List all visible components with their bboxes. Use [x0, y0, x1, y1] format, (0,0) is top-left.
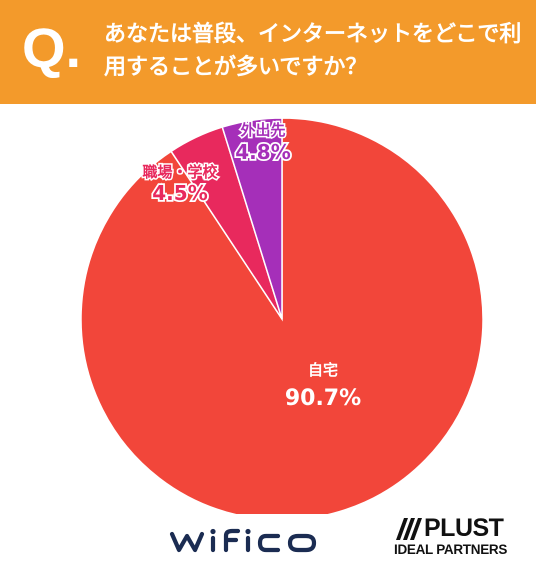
slice-label-2: 職場・学校 — [142, 163, 218, 181]
slice-label-3: 外出先 — [239, 121, 285, 139]
question-header: Q. あなたは普段、インターネットをどこで利用することが多いですか？ — [0, 0, 536, 104]
slice-value-1: 90.7% — [285, 386, 361, 411]
q-mark: Q. — [22, 16, 82, 79]
slice-label-1: 自宅 — [308, 361, 338, 379]
pie-slice-3 — [221, 117, 283, 320]
plust-subtitle: IDEAL PARTNERS — [394, 542, 508, 557]
plust-mark-icon — [396, 518, 422, 540]
slice-value-3: 4.8% — [235, 140, 290, 164]
slice-value-2: 4.5% — [152, 181, 207, 205]
plust-name: PLUST — [424, 514, 504, 542]
question-text: あなたは普段、インターネットをどこで利用することが多いですか？ — [104, 22, 522, 80]
pie-slice-1 — [80, 117, 484, 514]
wifico-logo — [169, 528, 317, 553]
plust-logo: PLUST IDEAL PARTNERS — [394, 514, 524, 560]
